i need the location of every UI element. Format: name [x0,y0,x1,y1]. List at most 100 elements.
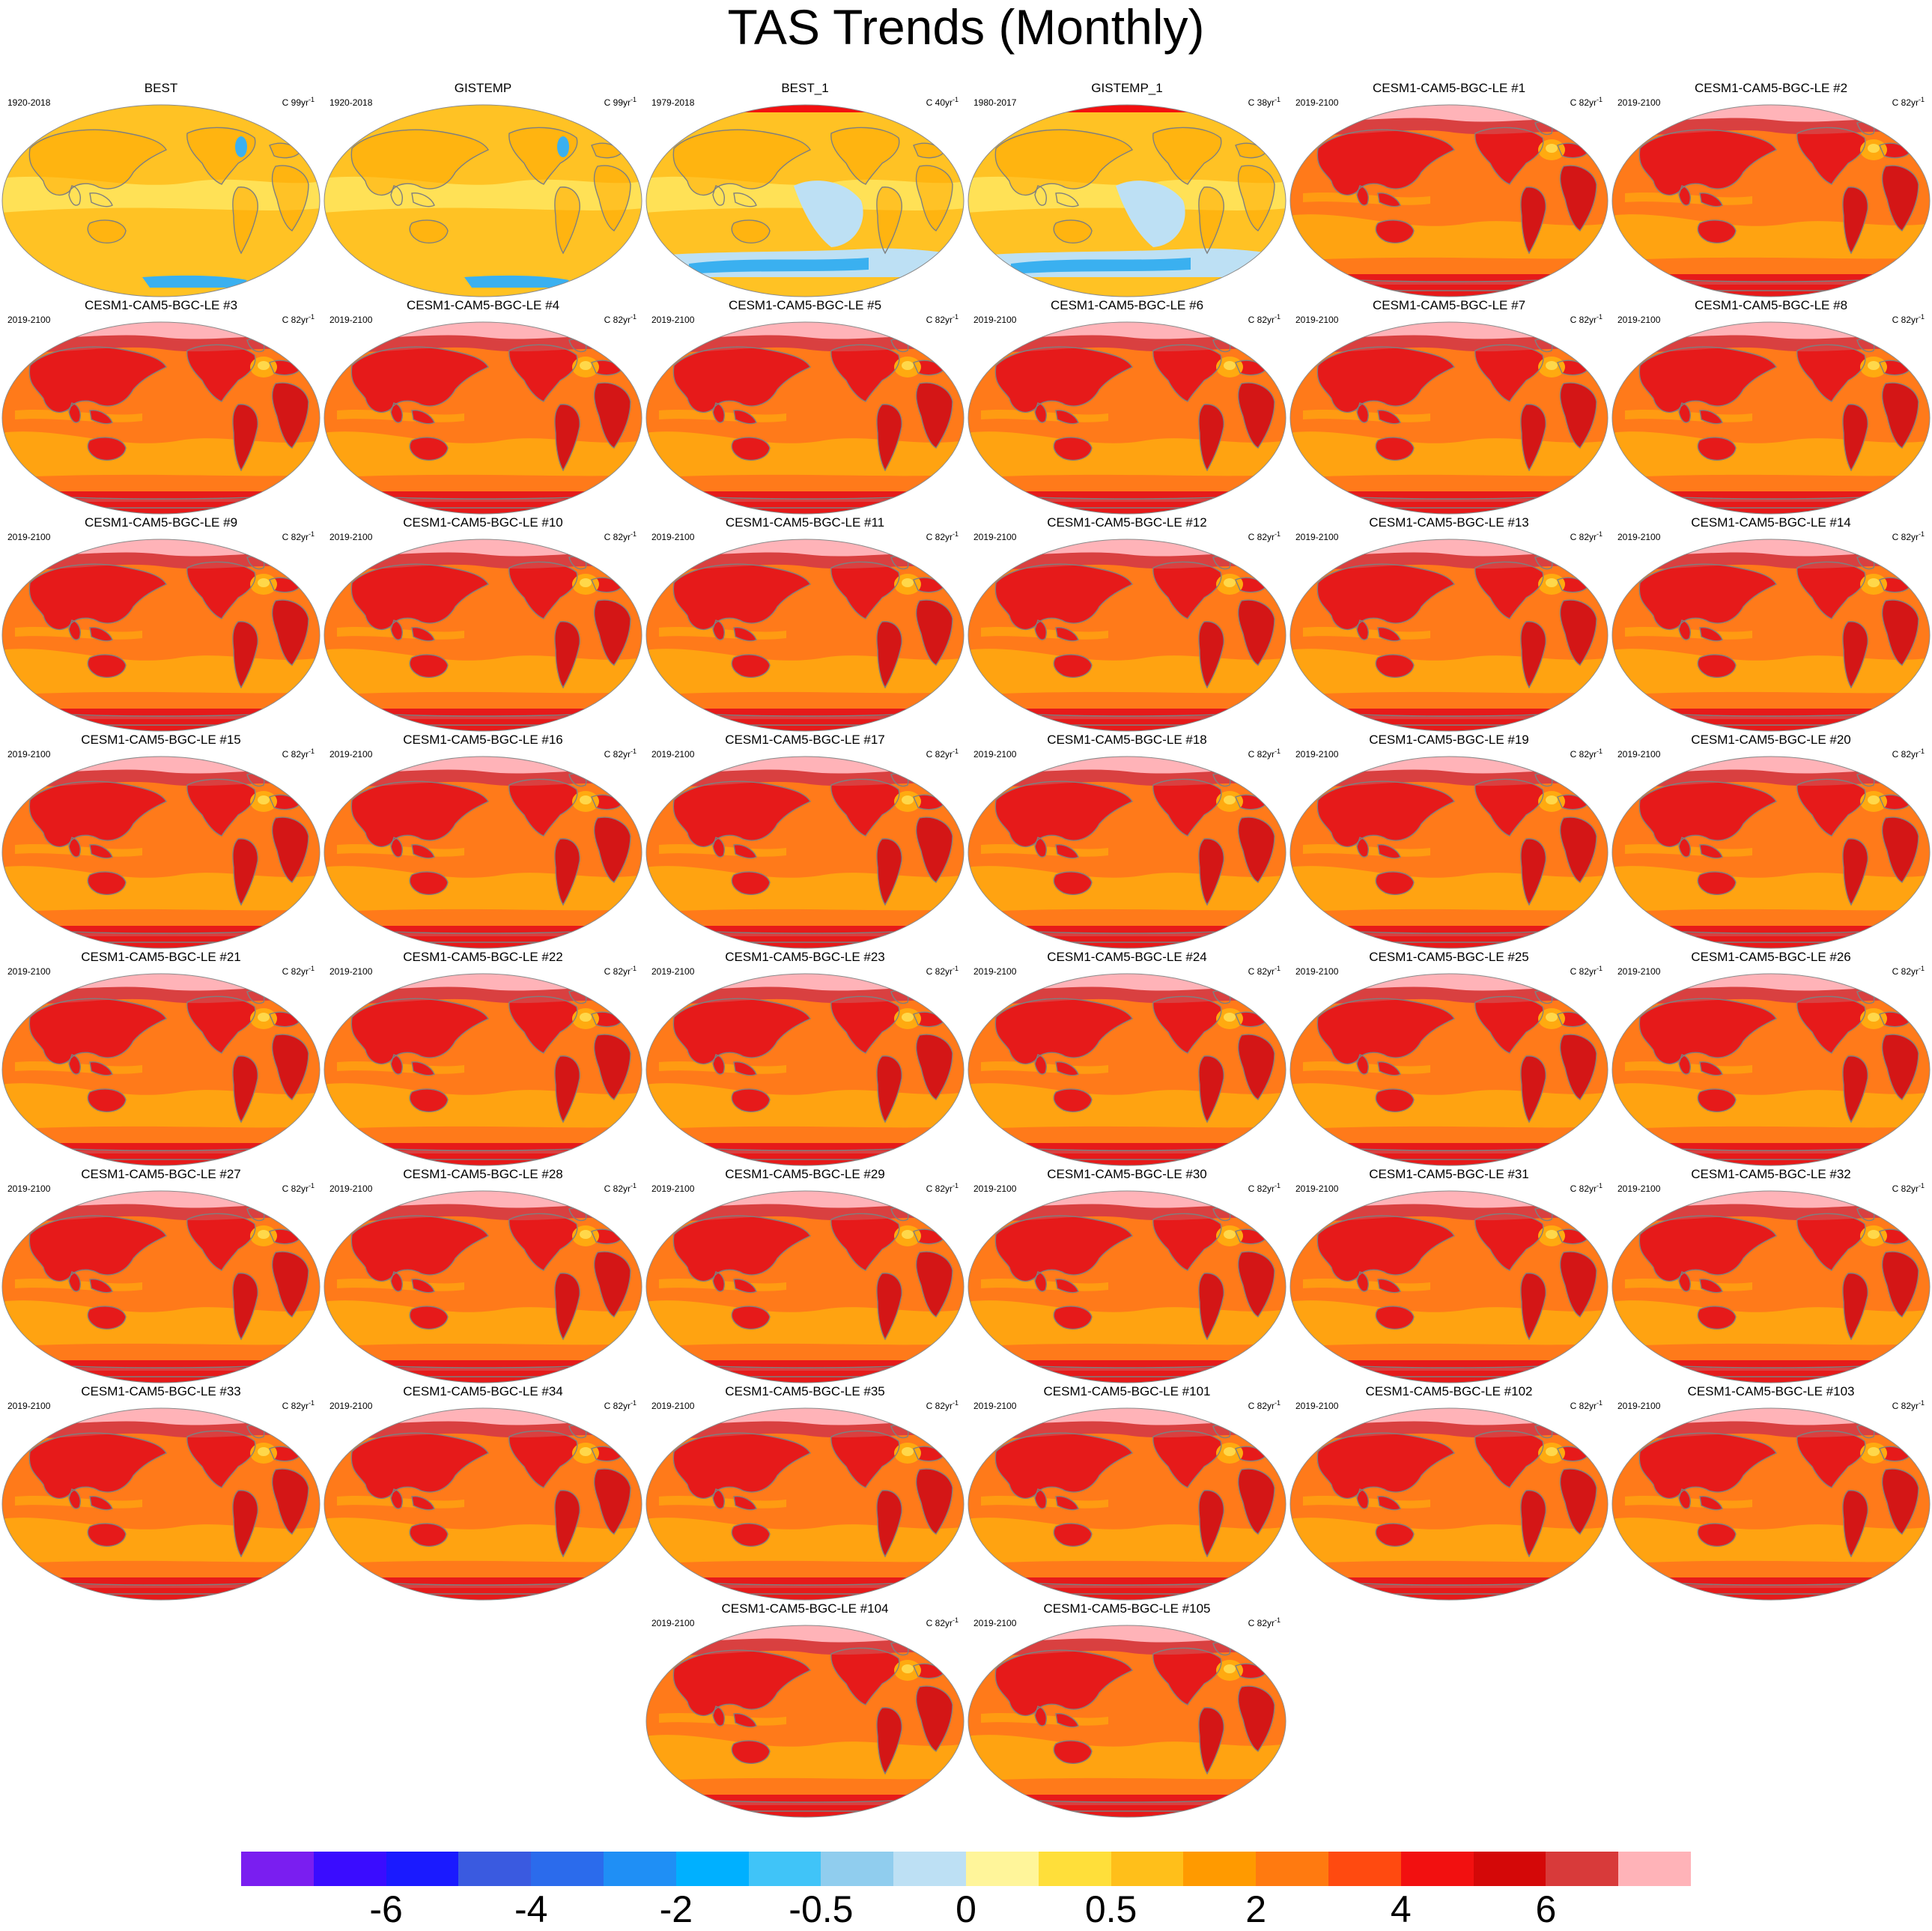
panel-period: 2019-2100 [651,315,695,325]
robinson-map [1289,321,1609,515]
robinson-map [323,756,643,949]
panel-period: 2019-2100 [651,532,695,542]
panel-units-exponent: -1 [1596,313,1603,321]
panel-title: CESM1-CAM5-BGC-LE #15 [81,733,241,747]
robinson-map [1,539,321,732]
panel-period: 2019-2100 [1295,1183,1339,1194]
panel-title: CESM1-CAM5-BGC-LE #20 [1691,733,1851,747]
robinson-map [645,1190,965,1383]
panel-units-text: C 82yr [1248,966,1275,977]
panel-period: 2019-2100 [973,749,1017,760]
panel-units-text: C 82yr [604,1401,631,1411]
panel-title: CESM1-CAM5-BGC-LE #11 [725,515,885,530]
colorbar-swatch [748,1852,821,1886]
colorbar-tick-label: -6 [369,1888,403,1930]
panel-title: CESM1-CAM5-BGC-LE #9 [84,515,238,530]
map-panel: CESM1-CAM5-BGC-LE #32 2019-2100 C 82yr-1 [1610,1167,1932,1384]
map-field [1290,757,1608,948]
panel-units-exponent: -1 [1274,1616,1281,1624]
map-field [1290,974,1608,1165]
map-panel: CESM1-CAM5-BGC-LE #10 2019-2100 C 82yr-1 [322,515,644,733]
panel-units-text: C 82yr [282,315,309,325]
panel-units-exponent: -1 [630,1399,637,1407]
panel-title: CESM1-CAM5-BGC-LE #28 [403,1167,563,1181]
panel-units-text: C 82yr [1892,1401,1919,1411]
robinson-map [323,539,643,732]
robinson-map [1611,756,1931,949]
robinson-map [967,104,1287,297]
panel-period: 2019-2100 [651,1183,695,1194]
colorbar-tick-label: 4 [1390,1888,1412,1930]
panel-period: 1920-2018 [329,97,373,108]
map-field [646,322,964,514]
robinson-map [967,756,1287,949]
panel-units-text: C 82yr [926,1183,953,1194]
map-field [1612,539,1930,731]
panel-title: CESM1-CAM5-BGC-LE #1 [1372,81,1526,95]
map-field [646,1408,964,1600]
panel-units-exponent: -1 [630,748,637,755]
map-field [646,539,964,731]
map-panel: CESM1-CAM5-BGC-LE #2 2019-2100 C 82yr-1 [1610,81,1932,298]
map-field [1612,105,1930,297]
robinson-map [967,321,1287,515]
panel-units-exponent: -1 [1596,1399,1603,1407]
map-panel: CESM1-CAM5-BGC-LE #3 2019-2100 C 82yr-1 [0,298,322,515]
panel-units-text: C 82yr [604,315,631,325]
panel-units-text: C 82yr [1570,749,1597,760]
map-panel: CESM1-CAM5-BGC-LE #102 2019-2100 C 82yr-1 [1288,1384,1610,1601]
map-field [324,974,642,1165]
map-field [1290,539,1608,731]
colorbar-tick-label: 0 [956,1888,976,1930]
map-panel: CESM1-CAM5-BGC-LE #21 2019-2100 C 82yr-1 [0,950,322,1167]
panel-units-exponent: -1 [1596,530,1603,538]
map-panel: CESM1-CAM5-BGC-LE #25 2019-2100 C 82yr-1 [1288,950,1610,1167]
panel-units-exponent: -1 [308,1399,315,1407]
panel-period: 2019-2100 [329,1401,373,1411]
panel-title: GISTEMP [454,81,512,95]
panel-title: CESM1-CAM5-BGC-LE #29 [725,1167,885,1181]
map-field [1612,322,1930,514]
panel-period: 2019-2100 [1295,749,1339,760]
robinson-map [323,1407,643,1601]
panel-units-text: C 82yr [1892,97,1919,108]
panel-title: CESM1-CAM5-BGC-LE #4 [406,298,560,312]
map-panel: CESM1-CAM5-BGC-LE #11 2019-2100 C 82yr-1 [644,515,966,733]
panel-units-exponent: -1 [1918,1399,1925,1407]
panel-units: C 82yr-1 [1248,1398,1281,1411]
map-panel: CESM1-CAM5-BGC-LE #20 2019-2100 C 82yr-1 [1610,733,1932,950]
panel-units-text: C 38yr [1248,97,1275,108]
panel-title: CESM1-CAM5-BGC-LE #2 [1694,81,1848,95]
panel-units-exponent: -1 [952,1616,959,1624]
colorbar-swatch [313,1852,387,1886]
panel-period: 2019-2100 [1617,1183,1661,1194]
map-field [968,539,1286,731]
panel-title: CESM1-CAM5-BGC-LE #18 [1047,733,1207,747]
panel-units: C 82yr-1 [282,1398,315,1411]
colorbar-tick-label: -0.5 [789,1888,854,1930]
panel-units: C 99yr-1 [604,94,637,108]
map-panel: CESM1-CAM5-BGC-LE #33 2019-2100 C 82yr-1 [0,1384,322,1601]
panel-period: 2019-2100 [329,749,373,760]
panel-units-exponent: -1 [1274,1399,1281,1407]
colorbar-swatch [1546,1852,1619,1886]
panel-units-exponent: -1 [1596,1182,1603,1189]
panel-units: C 82yr-1 [1570,746,1603,760]
robinson-map [1611,321,1931,515]
panel-units-text: C 82yr [282,749,309,760]
panel-units-exponent: -1 [1274,96,1281,103]
panel-units: C 82yr-1 [1570,1180,1603,1194]
robinson-map [645,1625,965,1818]
panel-units-text: C 82yr [1570,97,1597,108]
panel-units-exponent: -1 [1596,965,1603,972]
panel-units-exponent: -1 [630,96,637,103]
panel-units-text: C 82yr [926,315,953,325]
panel-units: C 82yr-1 [1248,1615,1281,1628]
panel-title: CESM1-CAM5-BGC-LE #13 [1369,515,1529,530]
panel-units-text: C 82yr [1892,532,1919,542]
colorbar-swatch [821,1852,894,1886]
map-field [1290,322,1608,514]
map-panel: CESM1-CAM5-BGC-LE #34 2019-2100 C 82yr-1 [322,1384,644,1601]
map-field [1290,1191,1608,1383]
map-panel: CESM1-CAM5-BGC-LE #28 2019-2100 C 82yr-1 [322,1167,644,1384]
